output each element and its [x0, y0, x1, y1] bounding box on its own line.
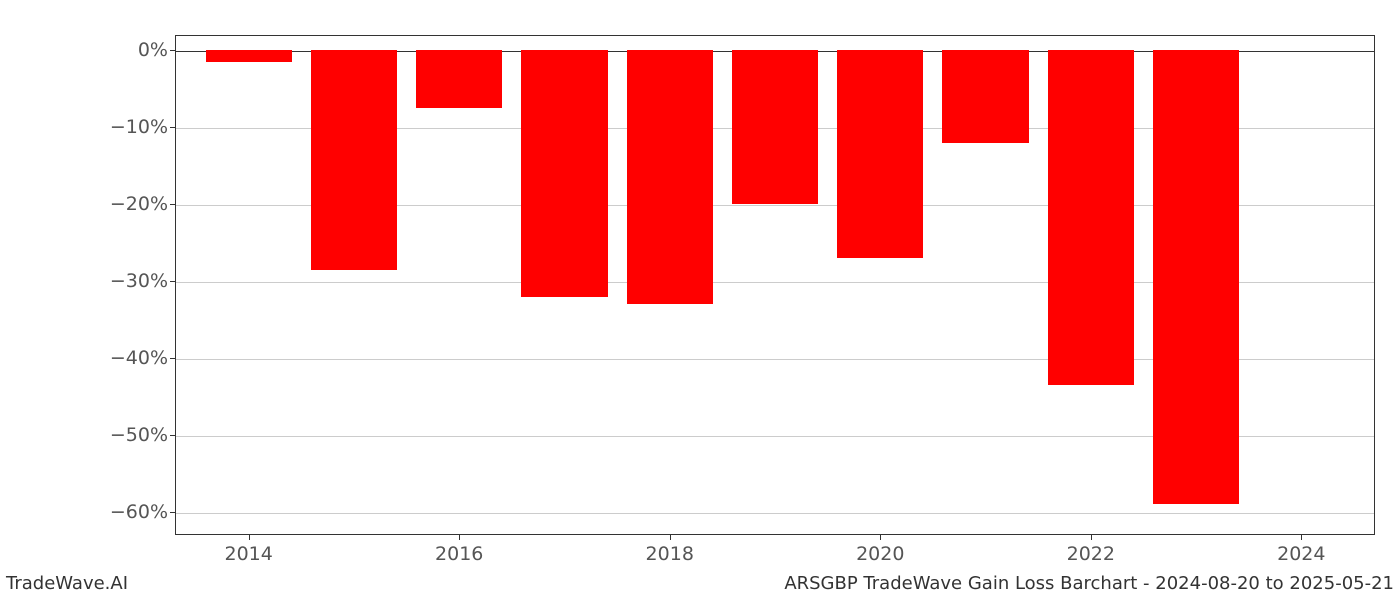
y-tick-label: −20% [110, 193, 168, 215]
bar [1048, 50, 1134, 385]
x-tick-mark [1301, 535, 1302, 540]
y-tick-label: −60% [110, 501, 168, 523]
y-tick-label: 0% [138, 39, 168, 61]
bar [1153, 50, 1239, 504]
x-tick-mark [670, 535, 671, 540]
y-tick-mark [170, 127, 175, 128]
x-tick-label: 2022 [1067, 543, 1115, 565]
y-tick-label: −10% [110, 116, 168, 138]
y-tick-mark [170, 512, 175, 513]
bar [311, 50, 397, 269]
x-tick-mark [880, 535, 881, 540]
bar [627, 50, 713, 304]
x-tick-mark [249, 535, 250, 540]
footer-left-text: TradeWave.AI [6, 573, 128, 594]
bar [732, 50, 818, 204]
bar [206, 50, 292, 62]
x-tick-mark [459, 535, 460, 540]
y-tick-mark [170, 435, 175, 436]
y-tick-label: −40% [110, 347, 168, 369]
bar [942, 50, 1028, 142]
x-tick-label: 2020 [856, 543, 904, 565]
y-tick-label: −30% [110, 270, 168, 292]
footer-right-text: ARSGBP TradeWave Gain Loss Barchart - 20… [784, 573, 1394, 594]
x-tick-label: 2014 [224, 543, 272, 565]
x-tick-label: 2016 [435, 543, 483, 565]
y-tick-mark [170, 358, 175, 359]
y-tick-mark [170, 204, 175, 205]
y-tick-mark [170, 281, 175, 282]
x-tick-label: 2018 [646, 543, 694, 565]
grid-line [176, 513, 1374, 514]
y-tick-mark [170, 50, 175, 51]
x-tick-mark [1091, 535, 1092, 540]
bar [521, 50, 607, 296]
y-tick-label: −50% [110, 424, 168, 446]
bar [837, 50, 923, 258]
x-tick-label: 2024 [1277, 543, 1325, 565]
bar [416, 50, 502, 108]
